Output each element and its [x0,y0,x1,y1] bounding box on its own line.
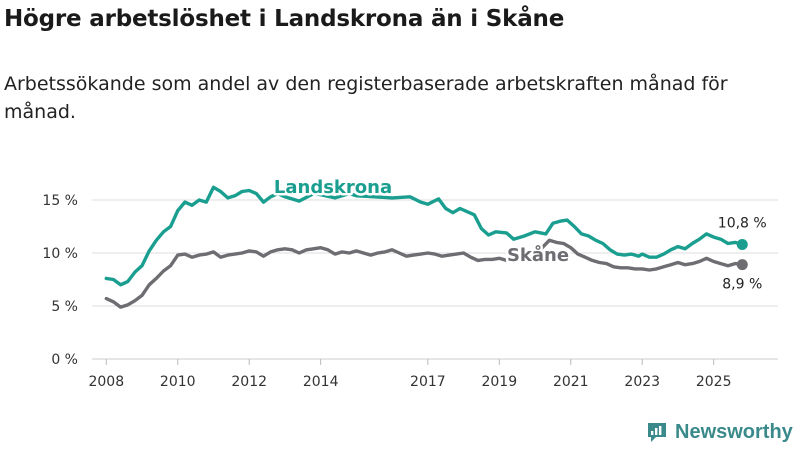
x-tick-label: 2017 [410,374,446,390]
series-name-label: Landskrona [274,177,392,198]
x-tick-label: 2019 [481,374,517,390]
x-tick-label: 2008 [88,374,124,390]
y-tick-label: 5 % [51,299,78,315]
brand-logo: Newsworthy [645,420,793,444]
chart-subtitle: Arbetssökande som andel av den registerb… [4,73,728,123]
series-end-point [736,259,748,271]
brand-name: Newsworthy [675,420,793,443]
x-tick-label: 2014 [303,374,339,390]
x-tick-label: 2025 [696,374,732,390]
y-tick-label: 10 % [42,246,78,262]
series-name-label: Skåne [507,244,569,266]
series-end-label: 8,9 % [722,277,762,293]
bar-chart-logo-icon [648,423,666,442]
series-line-landskrona [104,185,744,287]
chart-title: Högre arbetslöshet i Landskrona än i Skå… [4,6,565,32]
x-tick-label: 2012 [231,374,267,390]
series-end-label: 10,8 % [718,216,767,232]
y-tick-label: 0 % [51,352,78,368]
y-tick-label: 15 % [42,193,78,209]
series-line-skne [104,238,744,309]
x-tick-label: 2010 [160,374,196,390]
series-end-point [736,239,748,251]
x-tick-label: 2021 [553,374,589,390]
x-tick-label: 2023 [624,374,660,390]
